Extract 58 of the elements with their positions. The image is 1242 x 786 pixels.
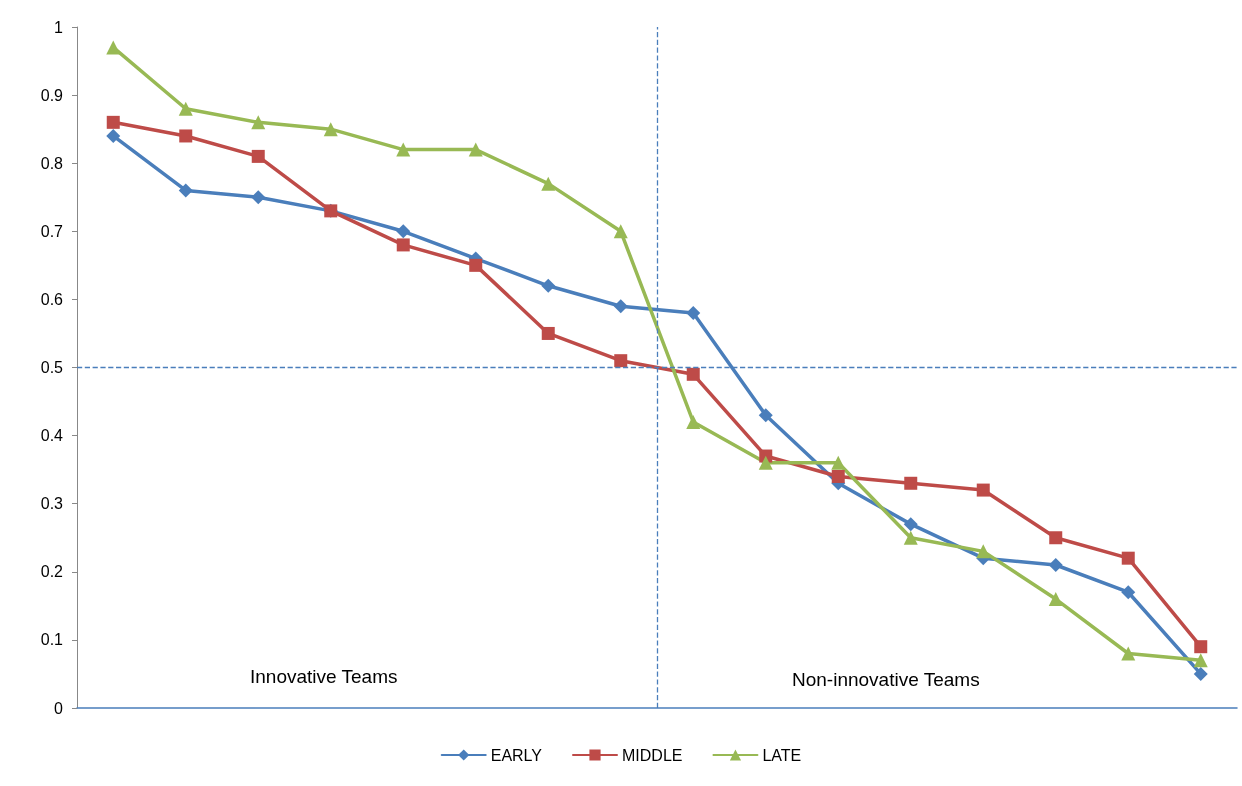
point xyxy=(251,115,266,130)
point xyxy=(1121,585,1136,600)
point xyxy=(976,544,991,559)
point xyxy=(541,326,555,340)
point xyxy=(1121,646,1136,661)
point xyxy=(1048,557,1063,572)
point xyxy=(1194,640,1208,654)
y-tick-label: 0.7 xyxy=(40,222,64,240)
point xyxy=(251,190,266,205)
point xyxy=(903,530,918,545)
y-tick-label: 0.2 xyxy=(40,563,64,581)
point xyxy=(1121,551,1135,565)
point xyxy=(106,128,121,143)
annotation: Innovative Teams xyxy=(250,666,398,687)
point xyxy=(1193,666,1208,681)
point xyxy=(396,224,411,239)
point xyxy=(178,183,193,198)
point xyxy=(686,367,700,381)
point xyxy=(1048,592,1063,607)
point xyxy=(323,122,338,137)
annotation: Non-innovative Teams xyxy=(792,669,980,690)
point xyxy=(686,414,701,429)
y-tick-label: 0.1 xyxy=(40,631,64,649)
point xyxy=(758,408,773,423)
point xyxy=(613,299,628,314)
point xyxy=(976,483,990,497)
point xyxy=(468,142,483,157)
point xyxy=(614,354,628,368)
y-tick-label: 0.9 xyxy=(40,86,64,104)
point xyxy=(541,278,556,293)
point xyxy=(903,517,918,532)
point xyxy=(1193,653,1208,668)
point xyxy=(396,142,411,157)
y-tick-label: 0.8 xyxy=(40,154,64,172)
point xyxy=(179,129,193,143)
point xyxy=(831,469,845,483)
point xyxy=(251,149,265,163)
point xyxy=(1049,531,1063,545)
point xyxy=(106,115,120,129)
point xyxy=(178,101,193,116)
point xyxy=(686,306,701,321)
point xyxy=(106,40,121,55)
legend-label: LATE xyxy=(762,746,802,764)
y-tick-label: 1 xyxy=(54,18,64,36)
y-tick-label: 0.5 xyxy=(40,359,64,376)
point xyxy=(541,176,556,191)
y-tick-label: 0.4 xyxy=(40,427,64,445)
y-tick-label: 0 xyxy=(54,699,64,717)
point xyxy=(904,476,918,490)
point xyxy=(469,258,483,272)
point xyxy=(613,224,628,239)
point xyxy=(396,238,410,252)
legend-label: EARLY xyxy=(490,746,543,764)
point xyxy=(758,455,773,470)
legend-label: MIDDLE xyxy=(622,746,683,764)
y-tick-label: 0.6 xyxy=(40,290,64,308)
point xyxy=(831,455,846,470)
y-tick-label: 0.3 xyxy=(40,495,64,513)
